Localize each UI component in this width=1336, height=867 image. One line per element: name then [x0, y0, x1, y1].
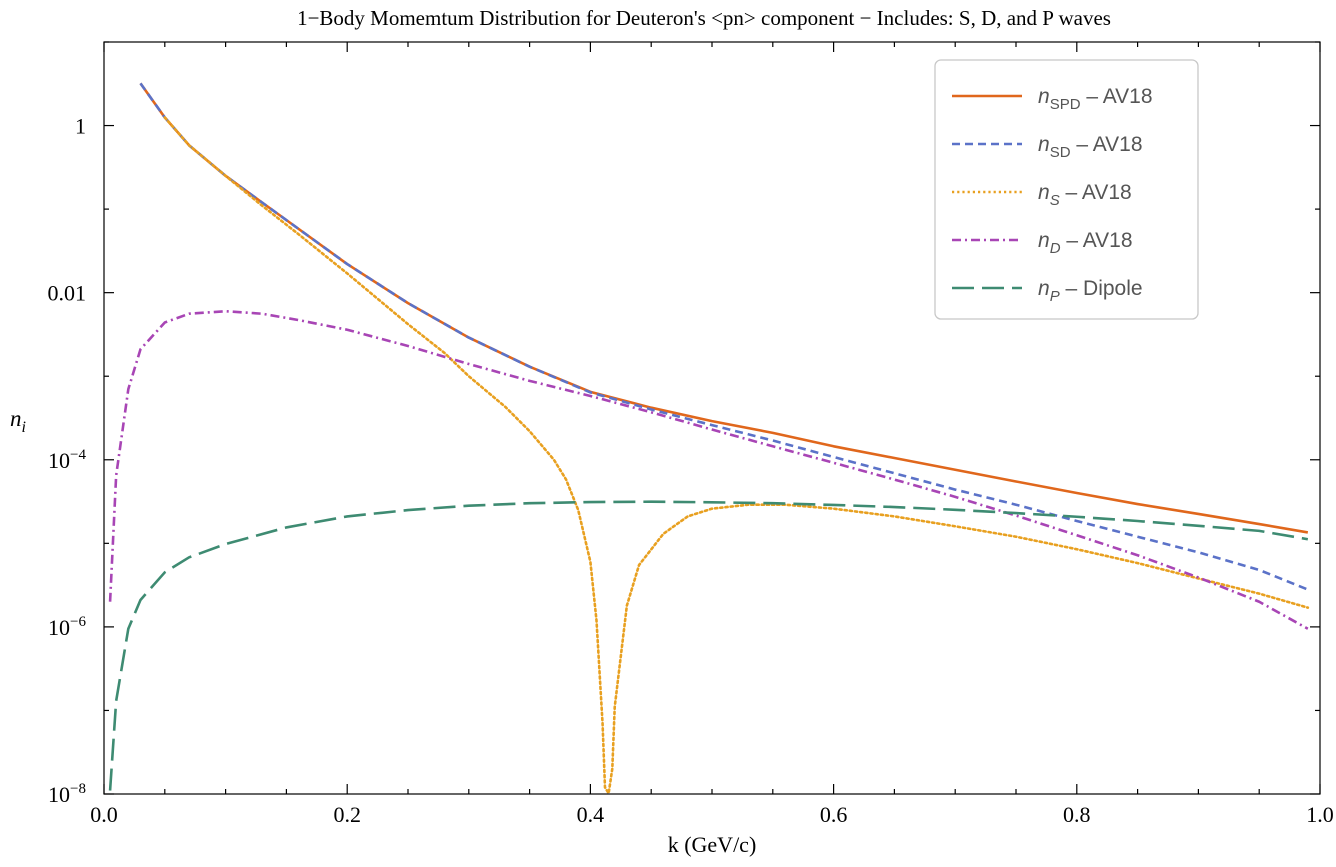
chart-title: 1−Body Momemtum Distribution for Deutero…	[297, 6, 1111, 30]
x-tick-label: 0.4	[577, 802, 605, 827]
x-tick-label: 0.8	[1063, 802, 1091, 827]
y-axis-label-sub: i	[22, 419, 26, 436]
y-tick-label: 10−6	[48, 614, 86, 640]
legend-entry: nSPD – AV18	[952, 85, 1153, 113]
x-tick-label: 0.0	[90, 802, 118, 827]
legend-entry: nSD – AV18	[952, 133, 1143, 161]
series-line-sd	[139, 82, 1309, 591]
legend-entry: nD – AV18	[952, 229, 1133, 257]
y-tick-label: 0.01	[48, 281, 87, 306]
legend-label: nD – AV18	[1038, 229, 1133, 257]
x-tick-labels: 0.0 0.2 0.4 0.6 0.8 1.0	[90, 802, 1334, 827]
x-axis-label: k (GeV/c)	[668, 832, 757, 857]
y-tick-label: 10−8	[48, 781, 86, 807]
legend-label: nS – AV18	[1038, 181, 1132, 209]
legend: nSPD – AV18 nSD – AV18 nS – AV18 nD – AV18 n…	[934, 59, 1199, 320]
ticks-layer	[103, 41, 1321, 795]
legend-label: nP – Dipole	[1038, 277, 1143, 305]
series-line-s	[163, 116, 1310, 794]
y-tick-label: 1	[75, 114, 86, 139]
legend-label: nSD – AV18	[1038, 133, 1143, 161]
legend-box	[934, 59, 1199, 320]
legend-entries: nSPD – AV18 nSD – AV18 nS – AV18 nD – AV18 n…	[952, 85, 1153, 305]
y-tick-label: 10−4	[48, 447, 86, 473]
x-tick-label: 0.6	[820, 802, 848, 827]
legend-label: nSPD – AV18	[1038, 85, 1153, 113]
series-layer	[108, 82, 1310, 794]
x-tick-label: 0.2	[333, 802, 361, 827]
x-tick-label: 1.0	[1306, 802, 1334, 827]
legend-entry: nP – Dipole	[952, 277, 1143, 305]
y-tick-labels: 10−8 10−6 10−4 0.01 1	[48, 114, 87, 807]
legend-entry: nS – AV18	[952, 181, 1132, 209]
y-axis-label: ni	[10, 406, 26, 436]
series-line-d	[108, 309, 1309, 630]
y-axis-label-var: n	[10, 406, 22, 431]
plot-area	[103, 41, 1321, 795]
series-line-p	[108, 500, 1309, 791]
